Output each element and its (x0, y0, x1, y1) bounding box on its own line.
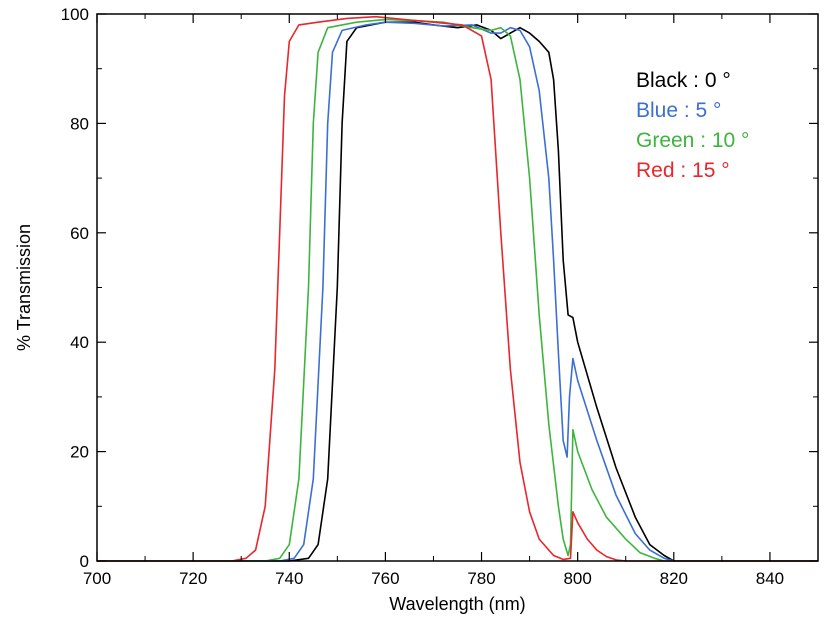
legend-entry-1: Blue : 5 ° (636, 99, 721, 122)
y-axis-title: % Transmission (14, 224, 34, 351)
legend-entry-0: Black : 0 ° (636, 69, 731, 92)
legend-entry-3: Red : 15 ° (636, 159, 730, 182)
x-tick-label-3: 760 (371, 569, 399, 588)
y-tick-label-5: 100 (61, 5, 89, 24)
plot-frame (96, 13, 819, 562)
x-tick-label-5: 800 (563, 569, 591, 588)
y-tick-label-1: 20 (70, 443, 89, 462)
series-line-3 (97, 15, 818, 562)
x-tick-label-0: 700 (83, 569, 111, 588)
y-tick-label-4: 80 (70, 114, 89, 133)
x-axis-title: Wavelength (nm) (389, 594, 525, 614)
legend: Black : 0 ° Blue : 5 ° Green : 10 ° Red : 1… (636, 69, 749, 182)
legend-entry-2: Green : 10 ° (636, 129, 749, 152)
x-tick-label-2: 740 (275, 569, 303, 588)
y-tick-label-2: 40 (70, 333, 89, 352)
plot-area (96, 13, 819, 562)
y-tick-label-3: 60 (70, 224, 89, 243)
tick-labels: 700 720 740 760 780 800 820 840 0 20 40 60 80 100 (61, 5, 784, 588)
series-line-0 (97, 21, 818, 562)
x-tick-label-4: 780 (467, 569, 495, 588)
series-line-1 (97, 21, 818, 562)
axis-ticks (96, 13, 818, 562)
series-line-2 (97, 18, 818, 562)
x-tick-label-6: 820 (660, 569, 688, 588)
x-tick-label-7: 840 (756, 569, 784, 588)
x-tick-label-1: 720 (179, 569, 207, 588)
y-tick-label-0: 0 (80, 552, 89, 571)
